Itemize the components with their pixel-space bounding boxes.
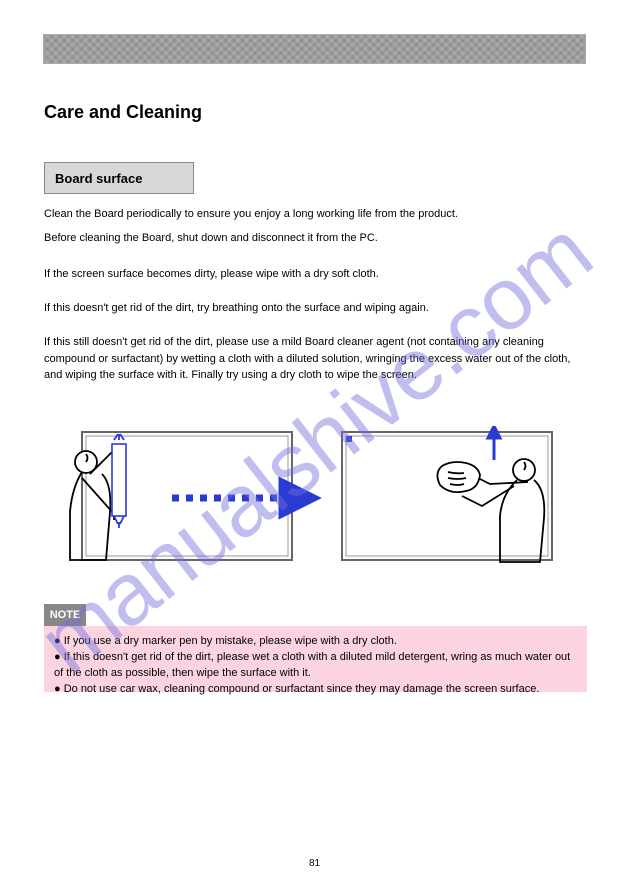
paragraph-5: If this still doesn't get rid of the dir… (44, 334, 584, 384)
page-number: 81 (309, 858, 320, 869)
paragraph-1: Clean the Board periodically to ensure y… (44, 206, 584, 223)
note-box: ● If you use a dry marker pen by mistake… (44, 626, 587, 692)
page-title: Care and Cleaning (44, 102, 202, 123)
paragraph-2: Before cleaning the Board, shut down and… (44, 230, 584, 247)
note-label: NOTE (44, 604, 86, 626)
paragraph-4: If this doesn't get rid of the dirt, try… (44, 300, 584, 317)
header-texture-bar (43, 34, 586, 64)
note-line-3: ● Do not use car wax, cleaning compound … (54, 682, 577, 698)
note-line-2: ● If this doesn't get rid of the dirt, p… (54, 650, 577, 682)
section-header-box: Board surface (44, 162, 194, 194)
paragraph-3: If the screen surface becomes dirty, ple… (44, 266, 584, 283)
cleaning-illustration (62, 426, 572, 582)
note-line-1: ● If you use a dry marker pen by mistake… (54, 634, 577, 650)
